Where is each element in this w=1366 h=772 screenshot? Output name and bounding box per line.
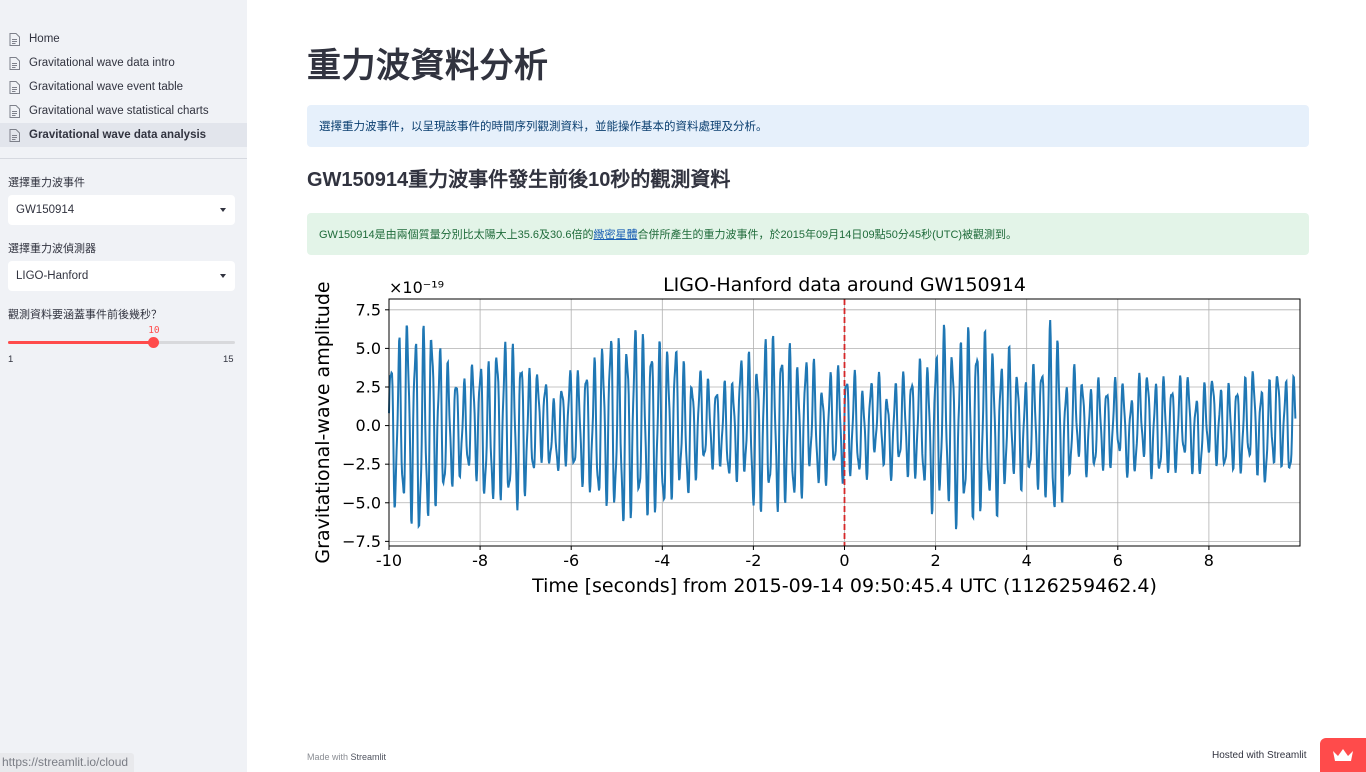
chart-title: LIGO-Hanford data around GW150914: [663, 274, 1026, 296]
footer-made-with: Made with Streamlit: [307, 752, 386, 762]
page-title: 重力波資料分析: [307, 47, 549, 85]
y-scale-label: ×10⁻¹⁹: [389, 278, 444, 297]
sidebar: Home Gravitational wave data intro Gravi…: [0, 0, 247, 772]
slider-min: 1: [8, 354, 14, 365]
nav-item-label: Gravitational wave event table: [29, 81, 184, 93]
slider-fill: [8, 341, 154, 344]
compact-star-link[interactable]: 緻密星體: [593, 229, 638, 241]
document-icon: [9, 104, 20, 118]
nav-item-event-table[interactable]: Gravitational wave event table: [0, 75, 247, 99]
event-select-label: 選擇重力波事件: [8, 177, 85, 189]
nav-item-data-analysis[interactable]: Gravitational wave data analysis: [0, 123, 247, 147]
success-text-before: GW150914是由兩個質量分別比太陽大上35.6及30.6倍的: [319, 229, 594, 241]
sidebar-nav: Home Gravitational wave data intro Gravi…: [0, 27, 247, 147]
y-axis-label: Gravitational-wave amplitude: [312, 281, 334, 563]
success-text-after: 合併所產生的重力波事件，於2015年09月14日09點50分45秒(UTC)被觀…: [637, 229, 1018, 241]
x-tick-label: 4: [1022, 551, 1032, 570]
nav-item-home[interactable]: Home: [0, 27, 247, 51]
event-select[interactable]: GW150914: [8, 195, 235, 225]
x-tick-label: -2: [745, 551, 761, 570]
y-tick-label: −5.0: [342, 493, 381, 512]
y-tick-label: 0.0: [356, 416, 381, 435]
document-icon: [9, 128, 20, 142]
x-tick-label: 2: [931, 551, 941, 570]
seconds-slider[interactable]: [8, 337, 235, 348]
slider-value: 10: [148, 325, 160, 336]
x-tick-label: 6: [1113, 551, 1123, 570]
y-tick-label: −2.5: [342, 455, 381, 474]
detector-select-label: 選擇重力波偵測器: [8, 243, 96, 255]
chevron-down-icon: [220, 274, 226, 278]
streamlit-link[interactable]: Streamlit: [350, 752, 387, 762]
nav-item-label: Gravitational wave data intro: [29, 57, 175, 69]
nav-item-label: Gravitational wave statistical charts: [29, 105, 209, 117]
sidebar-divider: [0, 158, 247, 159]
strain-chart: -10 -8 -6 -4 -2 0 2 4 6 8 −7.5 −5.0 −2.5 0.0 2.5 5.0 7.5…: [312, 274, 1301, 597]
x-tick-label: -6: [563, 551, 579, 570]
y-tick-label: −7.5: [342, 532, 381, 551]
slider-max: 15: [223, 354, 234, 365]
nav-item-data-intro[interactable]: Gravitational wave data intro: [0, 51, 247, 75]
detector-select[interactable]: LIGO-Hanford: [8, 261, 235, 291]
x-tick-label: -4: [654, 551, 670, 570]
slider-thumb[interactable]: [148, 337, 160, 348]
document-icon: [9, 56, 20, 70]
made-with-text: Made with: [307, 752, 349, 762]
event-select-value: GW150914: [16, 204, 75, 216]
nav-item-label: Gravitational wave data analysis: [29, 129, 207, 141]
document-icon: [9, 32, 20, 46]
document-icon: [9, 80, 20, 94]
chevron-down-icon: [220, 208, 226, 212]
hosted-with-text[interactable]: Hosted with Streamlit: [1212, 750, 1307, 761]
x-tick-label: 0: [839, 551, 849, 570]
info-alert: 選擇重力波事件，以呈現該事件的時間序列觀測資料，並能操作基本的資料處理及分析。: [307, 105, 1309, 147]
main-content: 重力波資料分析 選擇重力波事件，以呈現該事件的時間序列觀測資料，並能操作基本的資…: [247, 0, 1366, 772]
section-subheader: GW150914重力波事件發生前後10秒的觀測資料: [307, 169, 731, 191]
detector-select-value: LIGO-Hanford: [16, 270, 89, 282]
x-tick-label: -10: [376, 551, 402, 570]
nav-item-label: Home: [29, 33, 60, 45]
strain-series-line: [388, 319, 1297, 530]
y-tick-label: 5.0: [356, 339, 381, 358]
success-alert: GW150914是由兩個質量分別比太陽大上35.6及30.6倍的 緻密星體 合併所產…: [307, 213, 1309, 255]
status-url: https://streamlit.io/cloud: [0, 753, 135, 772]
y-tick-label: 2.5: [356, 377, 381, 396]
nav-item-statistical-charts[interactable]: Gravitational wave statistical charts: [0, 99, 247, 123]
x-tick-label: 8: [1204, 551, 1214, 570]
streamlit-crown-icon[interactable]: [1320, 738, 1366, 772]
slider-label: 觀測資料要涵蓋事件前後幾秒？: [8, 309, 162, 321]
x-axis-label: Time [seconds] from 2015-09-14 09:50:45.…: [531, 575, 1157, 597]
y-tick-label: 7.5: [356, 300, 381, 319]
info-text: 選擇重力波事件，以呈現該事件的時間序列觀測資料，並能操作基本的資料處理及分析。: [319, 121, 768, 133]
x-tick-label: -8: [472, 551, 488, 570]
